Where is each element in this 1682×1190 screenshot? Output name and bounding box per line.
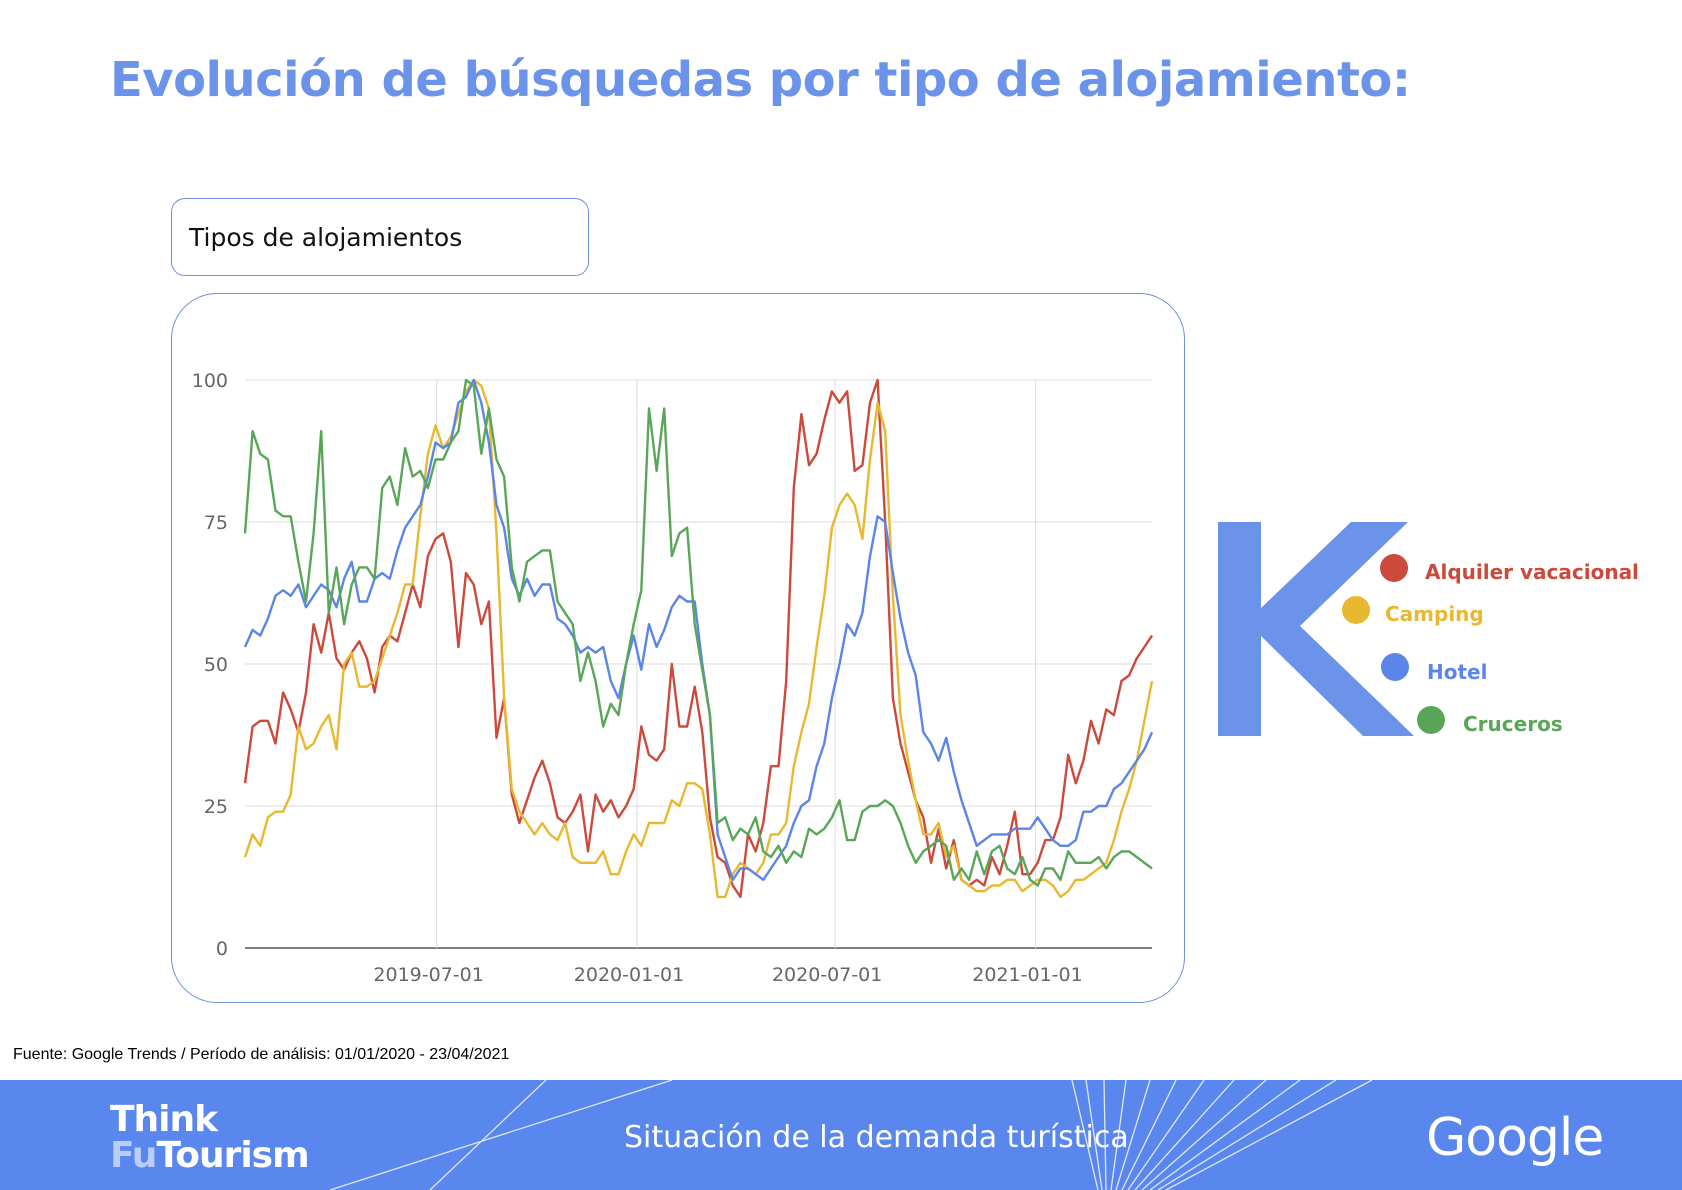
page-title: Evolución de búsquedas por tipo de aloja… [110, 52, 1411, 108]
y-tick-label: 25 [204, 796, 228, 818]
legend-swatch [1417, 706, 1445, 734]
series-line-cruceros [243, 378, 1153, 887]
brand-fu: Fu [110, 1135, 157, 1176]
brand-line-2: FuTourism [110, 1135, 310, 1176]
series-line-alquiler-vacacional [243, 378, 1153, 899]
legend-swatch [1380, 554, 1408, 582]
x-tick-label: 2021-01-01 [972, 964, 1082, 986]
thinkfutourism-logo: Think FuTourism [110, 1099, 310, 1176]
footer-decoration [329, 1080, 1373, 1190]
brand-tourism: Tourism [156, 1135, 309, 1176]
source-note: Fuente: Google Trends / Período de análi… [13, 1046, 510, 1063]
y-tick-label: 50 [204, 654, 228, 676]
chart-axes: 0 25 50 75 100 2019-07-01 2020-01-01 2020-07-01… [192, 370, 1083, 986]
legend-label: Camping [1385, 602, 1484, 626]
k-logo-icon [1218, 522, 1414, 736]
series-line-camping [243, 378, 1154, 899]
chart-frame [171, 293, 1185, 1003]
series-line-hotel [243, 378, 1154, 881]
chart-subtitle: Tipos de alojamientos [189, 222, 463, 252]
chart-series [243, 378, 1154, 899]
chart-subtitle-box: Tipos de alojamientos [171, 198, 589, 276]
google-logo: Google [1426, 1108, 1604, 1168]
y-tick-label: 75 [204, 512, 228, 534]
y-tick-label: 100 [192, 370, 228, 392]
line-chart: 0 25 50 75 100 2019-07-01 2020-01-01 2020-07-01… [192, 370, 1154, 986]
footer-title: Situación de la demanda turística [624, 1120, 1129, 1155]
x-tick-label: 2019-07-01 [373, 964, 483, 986]
brand-line-1: Think [110, 1099, 218, 1140]
legend-label: Cruceros [1463, 712, 1563, 736]
x-tick-label: 2020-07-01 [772, 964, 882, 986]
legend-swatch [1381, 653, 1409, 681]
legend-swatch [1342, 596, 1370, 624]
legend-label: Hotel [1427, 660, 1488, 684]
y-tick-label: 0 [216, 938, 228, 960]
x-tick-label: 2020-01-01 [574, 964, 684, 986]
footer-bar: Think FuTourism Situación de la demanda … [0, 1080, 1682, 1190]
chart-grid [245, 379, 1152, 949]
legend-label: Alquiler vacacional [1425, 560, 1639, 584]
